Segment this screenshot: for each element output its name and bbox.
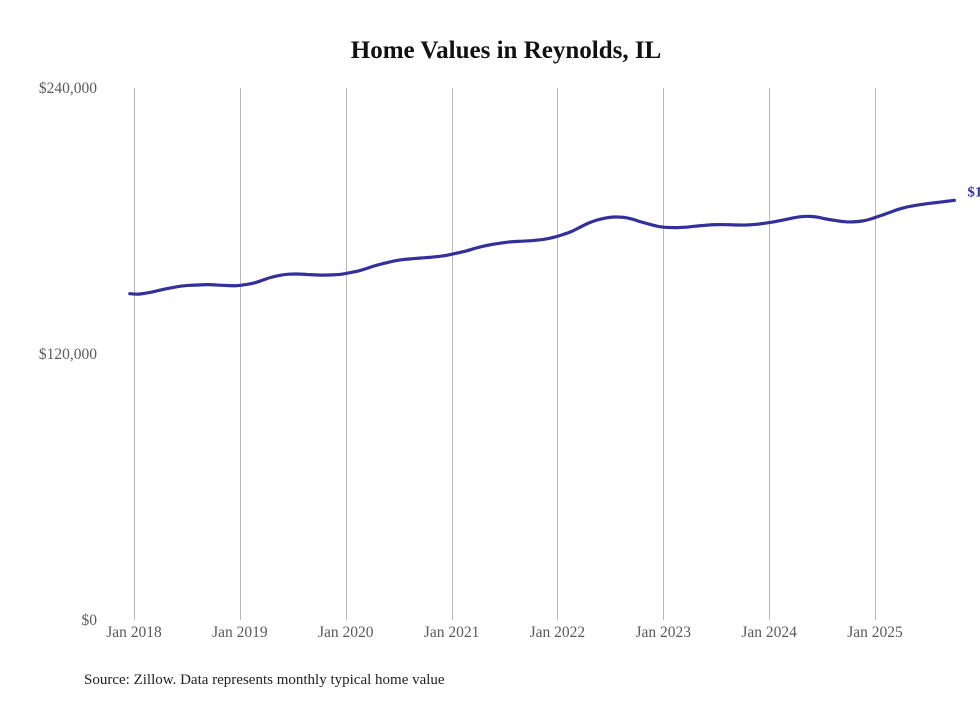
x-tick-label: Jan 2018 — [106, 624, 162, 641]
chart-title: Home Values in Reynolds, IL — [351, 37, 662, 64]
x-tick-label: Jan 2021 — [424, 624, 480, 641]
x-tick-label: Jan 2022 — [530, 624, 586, 641]
y-tick-label: $0 — [82, 612, 98, 629]
x-tick-label: Jan 2024 — [741, 624, 797, 641]
x-tick-label: Jan 2020 — [318, 624, 374, 641]
y-axis-tick-labels: $0 $120,000 $240,000 — [39, 80, 97, 629]
gridlines-group — [134, 88, 876, 620]
source-note: Source: Zillow. Data represents monthly … — [84, 672, 445, 688]
latest-value-annotation: $189,314 — [967, 184, 980, 200]
x-tick-label: Jan 2023 — [636, 624, 692, 641]
x-tick-label: Jan 2019 — [212, 624, 268, 641]
x-axis-tick-labels: Jan 2018 Jan 2019 Jan 2020 Jan 2021 Jan 2022… — [106, 624, 903, 641]
y-tick-label: $120,000 — [39, 346, 97, 363]
home-value-line-series — [128, 198, 956, 296]
x-tick-label: Jan 2025 — [847, 624, 903, 641]
y-tick-label: $240,000 — [39, 80, 97, 97]
